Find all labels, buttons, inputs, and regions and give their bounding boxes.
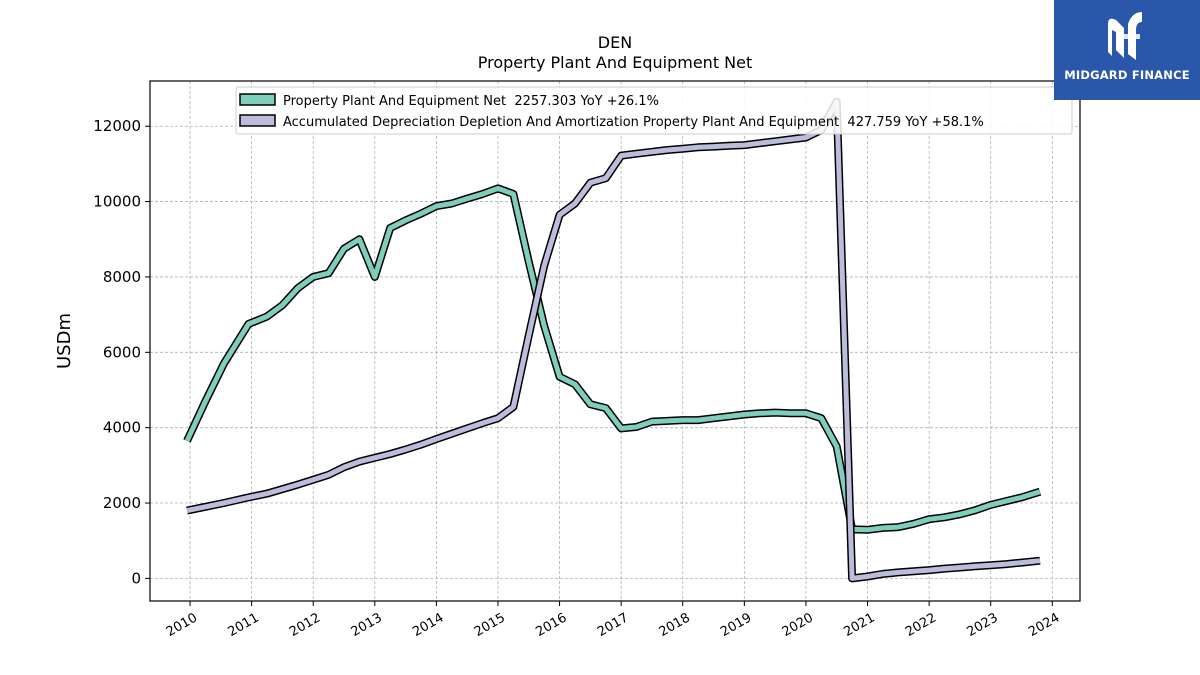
x-tick-label: 2024 <box>1026 610 1062 640</box>
y-tick-label: 8000 <box>103 268 141 286</box>
x-tick-label: 2022 <box>903 610 939 640</box>
y-tick-label: 4000 <box>103 419 141 437</box>
x-tick-label: 2013 <box>349 610 385 640</box>
y-tick-label: 0 <box>131 569 141 587</box>
plot-frame <box>149 80 1081 602</box>
x-tick-label: 2017 <box>595 610 631 640</box>
legend-swatch-ppe-net <box>239 93 276 106</box>
chart-subtitle: Property Plant And Equipment Net <box>478 53 753 72</box>
legend-frame <box>235 86 1073 135</box>
midgard-logo-icon <box>1108 12 1142 60</box>
y-tick-label: 10000 <box>93 193 141 211</box>
series-layer <box>183 97 1042 583</box>
legend: Property Plant And Equipment Net 2257.30… <box>235 86 1073 135</box>
legend-label-ppe-net: Property Plant And Equipment Net 2257.30… <box>283 94 659 109</box>
series-line-ppe-net <box>184 185 1041 533</box>
midgard-finance-logo: MIDGARD FINANCE <box>1054 0 1200 100</box>
x-tick-label: 2011 <box>225 610 261 640</box>
series-line-accumulated-depreciation <box>186 99 1041 581</box>
x-tick-label: 2021 <box>841 610 877 640</box>
series-outline-accumulated-depreciation <box>186 97 1041 583</box>
x-tick-label: 2018 <box>657 610 693 640</box>
legend-swatch-accumulated-depreciation <box>239 114 276 127</box>
x-tick-label: 2023 <box>965 610 1001 640</box>
y-tick-label: 2000 <box>103 494 141 512</box>
x-tick-label: 2019 <box>718 610 754 640</box>
x-tick-label: 2010 <box>164 610 200 640</box>
x-tick-label: 2012 <box>287 610 323 640</box>
y-tick-label: 6000 <box>103 343 141 361</box>
x-tick-label: 2016 <box>533 610 569 640</box>
chart-title: DEN <box>598 33 632 52</box>
x-tick-label: 2020 <box>780 610 816 640</box>
legend-label-accumulated-depreciation: Accumulated Depreciation Depletion And A… <box>283 115 984 130</box>
logo-text: MIDGARD FINANCE <box>1064 68 1190 82</box>
x-tick-label: 2014 <box>410 610 446 640</box>
y-tick-label: 12000 <box>93 117 141 135</box>
y-axis-label: USDm <box>54 313 75 369</box>
x-tick-label: 2015 <box>472 610 508 640</box>
